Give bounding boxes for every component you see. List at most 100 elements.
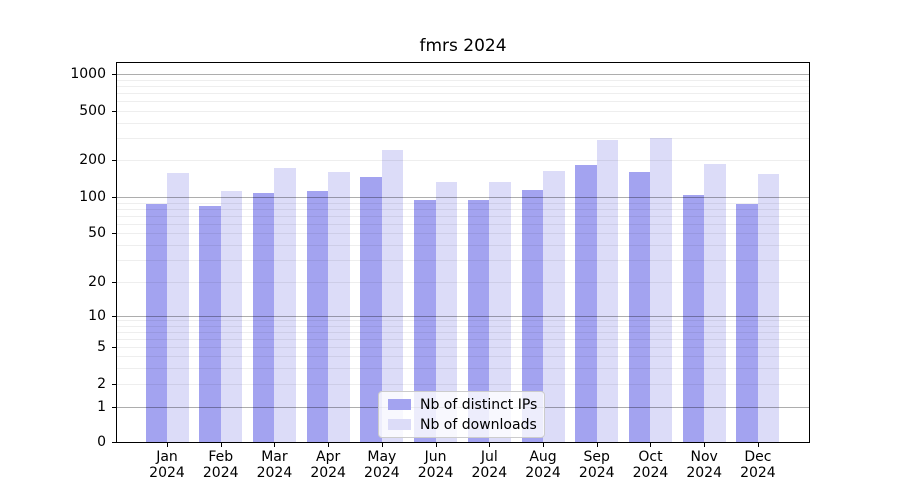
bar-downloads-dec [757, 173, 780, 442]
bar-distinct-ips-may [360, 177, 382, 442]
bar-distinct-ips-aug [521, 189, 544, 442]
bar-downloads-oct [650, 137, 672, 442]
y-axis-tick [112, 347, 116, 349]
minor-gridline [117, 110, 809, 112]
bar-downloads-sep [596, 140, 619, 442]
major-gridline [117, 74, 809, 76]
minor-gridline [117, 79, 809, 81]
x-tick-year: 2024 [149, 465, 185, 481]
x-axis-tick-label: Aug 2024 [511, 449, 575, 481]
legend-swatch-downloads [388, 419, 411, 430]
y-axis-tick [112, 406, 116, 408]
x-tick-month: Jun [424, 449, 447, 465]
x-tick-year: 2024 [686, 465, 722, 481]
x-axis-tick-label: Sep 2024 [565, 449, 629, 481]
x-tick-month: May [367, 449, 397, 465]
x-tick-year: 2024 [578, 465, 615, 481]
bar-downloads-jun [435, 181, 458, 442]
y-axis-tick-label: 1 [97, 398, 106, 415]
bar-distinct-ips-dec [736, 203, 758, 442]
bar-downloads-may [381, 149, 404, 442]
x-axis-tick-label: Nov 2024 [672, 449, 736, 481]
bar-distinct-ips-mar [252, 192, 275, 442]
minor-gridline [117, 93, 809, 95]
y-axis-tick-label: 10 [88, 307, 106, 324]
x-axis-tick [757, 443, 759, 447]
legend: Nb of distinct IPs Nb of downloads [378, 391, 545, 438]
y-axis-tick [112, 110, 116, 112]
x-axis-tick [167, 443, 168, 447]
bar-distinct-ips-nov [682, 194, 705, 442]
bar-distinct-ips-apr [306, 191, 329, 442]
legend-label: Nb of downloads [420, 416, 537, 433]
x-axis-tick [596, 443, 598, 447]
y-axis-tick [112, 160, 116, 162]
legend-item: Nb of distinct IPs [388, 396, 538, 413]
x-tick-year: 2024 [417, 465, 454, 481]
bar-downloads-nov [704, 163, 726, 442]
bar-distinct-ips-jun [414, 200, 436, 442]
minor-gridline [117, 160, 809, 162]
x-axis-tick [435, 443, 437, 447]
legend-label: Nb of distinct IPs [420, 396, 538, 413]
x-axis-tick [274, 443, 276, 447]
x-tick-month: Apr [316, 449, 341, 465]
y-axis-tick [112, 281, 116, 283]
x-axis-tick [220, 443, 222, 447]
bar-downloads-jan [167, 172, 189, 442]
y-axis-tick-label: 200 [79, 152, 106, 169]
x-axis-tick-label: Mar 2024 [242, 449, 306, 481]
plot-area [116, 62, 810, 443]
y-axis-tick-label: 20 [88, 273, 106, 290]
y-axis-tick-label: 50 [88, 225, 106, 242]
bar-downloads-mar [274, 167, 296, 442]
x-axis-tick-label: May 2024 [350, 449, 414, 481]
minor-gridline [117, 122, 809, 124]
x-axis-tick-label: Jan 2024 [135, 449, 199, 481]
x-axis-tick-label: Oct 2024 [618, 449, 682, 481]
bar-downloads-aug [543, 170, 565, 442]
x-tick-year: 2024 [471, 465, 508, 481]
bar-distinct-ips-jul [467, 199, 490, 442]
x-tick-month: Jul [480, 449, 498, 465]
x-tick-year: 2024 [202, 465, 239, 481]
y-axis-tick [112, 233, 116, 235]
bar-distinct-ips-oct [628, 171, 651, 442]
chart-title: fmrs 2024 [419, 36, 507, 56]
legend-swatch-distinct-ips [388, 399, 411, 410]
y-axis-tick [112, 74, 116, 76]
x-tick-month: Feb [208, 449, 234, 465]
y-axis-tick [112, 384, 116, 386]
x-tick-year: 2024 [364, 465, 400, 481]
y-axis-tick-label: 5 [97, 339, 106, 356]
y-axis-tick [112, 315, 116, 317]
x-tick-year: 2024 [740, 465, 776, 481]
x-axis-tick [489, 443, 491, 447]
bar-distinct-ips-sep [575, 164, 597, 442]
x-tick-month: Mar [261, 449, 288, 465]
x-tick-month: Oct [638, 449, 663, 465]
x-tick-month: Dec [744, 449, 772, 465]
bar-distinct-ips-jan [145, 204, 167, 442]
x-tick-month: Aug [529, 449, 557, 465]
legend-item: Nb of downloads [388, 416, 537, 433]
minor-gridline [117, 138, 809, 140]
x-axis-tick [543, 443, 545, 447]
x-tick-year: 2024 [256, 465, 293, 481]
x-axis-tick-label: Dec 2024 [726, 449, 790, 481]
x-tick-year: 2024 [310, 465, 346, 481]
x-axis-tick-label: Feb 2024 [189, 449, 253, 481]
x-tick-month: Nov [690, 449, 718, 465]
bar-distinct-ips-feb [199, 205, 221, 442]
x-tick-month: Sep [583, 449, 610, 465]
y-axis-tick [112, 442, 116, 443]
x-axis-tick [650, 443, 652, 447]
y-axis-tick-label: 500 [79, 102, 106, 119]
bar-downloads-jul [489, 181, 511, 442]
y-axis-tick [112, 196, 116, 198]
y-axis-tick-label: 100 [79, 188, 106, 205]
x-tick-year: 2024 [525, 465, 561, 481]
bar-downloads-apr [328, 171, 350, 442]
y-axis-tick-label: 2 [97, 376, 106, 393]
